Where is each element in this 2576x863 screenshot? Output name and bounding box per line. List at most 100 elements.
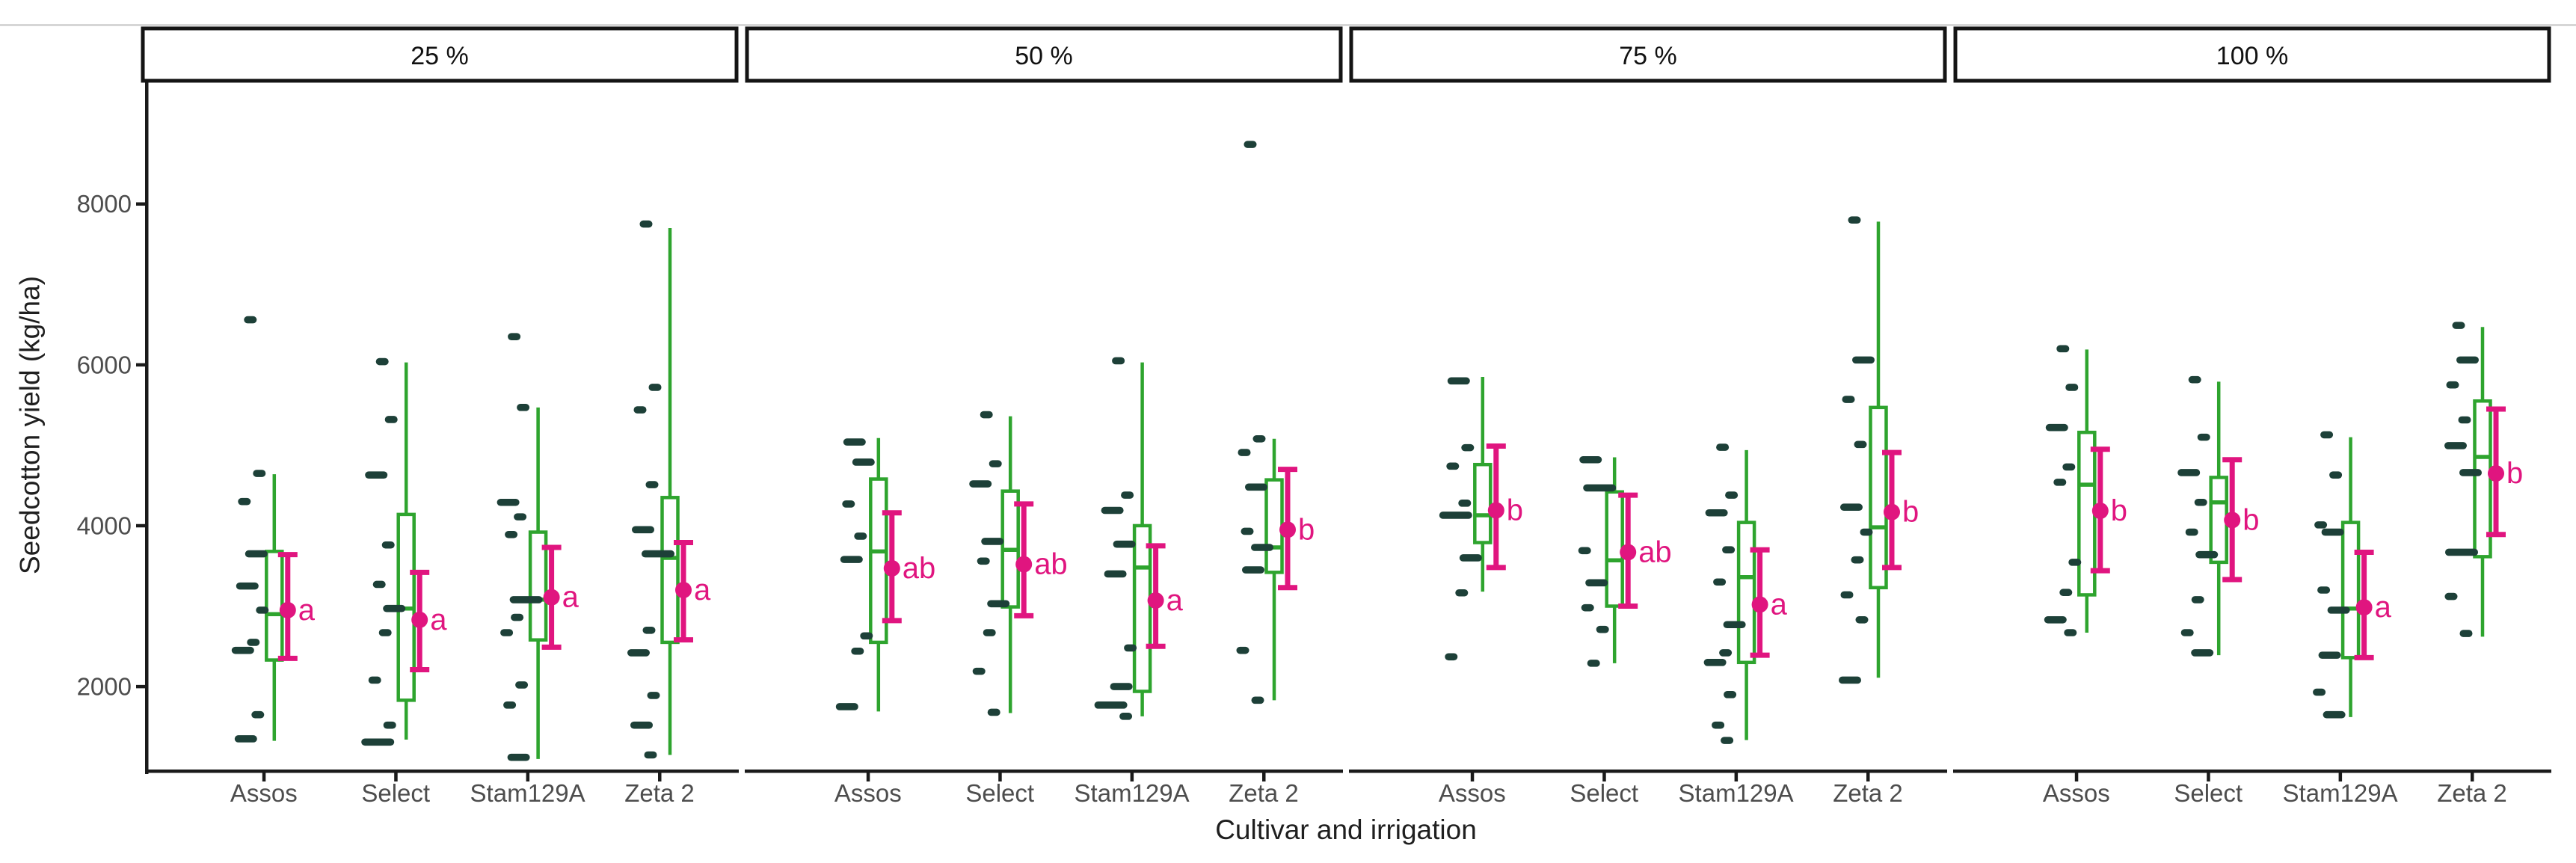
facet-strip-label: 50 %	[1015, 42, 1073, 70]
data-point	[627, 649, 650, 657]
x-category-label: Zeta 2	[624, 779, 695, 807]
data-point	[2059, 589, 2073, 597]
boxplot-box	[1736, 520, 1756, 665]
data-point	[1840, 591, 1854, 599]
data-point	[977, 557, 990, 565]
data-point	[2317, 586, 2331, 594]
data-point	[854, 532, 867, 540]
data-point	[1852, 356, 1875, 364]
data-point	[497, 498, 520, 506]
data-point	[644, 751, 657, 759]
data-point	[384, 416, 398, 423]
significance-letter: b	[2243, 503, 2259, 536]
data-point	[361, 738, 395, 746]
data-point	[1713, 578, 1727, 586]
data-point	[256, 606, 269, 614]
x-category-label: Stam129A	[1679, 779, 1794, 807]
x-tick-mark	[394, 773, 398, 781]
data-point	[2068, 559, 2082, 566]
data-point	[1238, 449, 1251, 456]
data-point	[632, 526, 654, 534]
data-point	[1854, 440, 1867, 449]
x-category-label: Assos	[1439, 779, 1506, 807]
x-category-label: Stam129A	[1075, 779, 1190, 807]
y-tick-mark	[136, 523, 147, 528]
x-tick-mark	[1602, 773, 1606, 781]
x-tick-mark	[2074, 773, 2079, 781]
x-axis-line	[745, 770, 1343, 773]
significance-letter: b	[1902, 496, 1919, 529]
data-point	[1585, 579, 1608, 587]
data-point	[1583, 484, 1617, 492]
x-tick-mark	[998, 773, 1002, 781]
data-point	[2321, 528, 2344, 536]
data-point	[2444, 592, 2458, 601]
significance-letter: a	[562, 581, 580, 614]
x-axis-title: Cultivar and irrigation	[1215, 814, 1477, 845]
y-tick-mark	[136, 363, 147, 367]
data-point	[383, 604, 406, 612]
data-point	[1241, 527, 1254, 535]
data-point	[972, 667, 986, 675]
data-point	[1705, 509, 1728, 517]
data-point	[1725, 491, 1739, 499]
data-point	[2445, 548, 2478, 556]
data-point	[247, 639, 260, 646]
boxplot-box	[1264, 478, 1284, 574]
facet-strip	[141, 26, 739, 83]
data-point	[2044, 615, 2067, 624]
data-point	[639, 220, 653, 228]
x-category-label: Select	[2174, 779, 2243, 807]
data-point	[514, 513, 527, 520]
x-tick-mark	[658, 773, 662, 781]
data-point	[1579, 455, 1602, 464]
data-point	[642, 550, 674, 558]
facet-strip	[1349, 26, 1947, 83]
data-point	[2185, 528, 2198, 536]
data-point	[648, 384, 662, 391]
significance-letter: ab	[1638, 535, 1672, 568]
x-category-label: Select	[965, 779, 1034, 807]
data-point	[2446, 381, 2459, 389]
data-point	[2452, 322, 2465, 329]
x-tick-mark	[2471, 773, 2474, 781]
data-point	[1596, 625, 1609, 633]
y-tick-mark	[136, 684, 147, 689]
boxplot-box	[1605, 490, 1624, 608]
data-point	[1724, 691, 1737, 698]
data-point	[2062, 463, 2076, 471]
data-point	[1712, 721, 1725, 729]
data-point	[1721, 737, 1734, 744]
boxplot-box	[265, 550, 284, 662]
y-axis-line	[145, 79, 149, 774]
x-category-label: Stam129A	[470, 779, 585, 807]
mean-point	[1620, 544, 1637, 561]
facet-strip	[745, 26, 1343, 83]
data-point	[2458, 416, 2471, 424]
data-point	[245, 550, 268, 558]
data-point	[1719, 649, 1733, 657]
data-point	[1094, 701, 1128, 709]
data-point	[2065, 384, 2079, 391]
data-point	[503, 701, 517, 709]
x-tick-mark	[866, 773, 870, 781]
data-point	[1842, 396, 1855, 403]
data-point	[383, 721, 396, 729]
significance-letter: ab	[903, 552, 936, 585]
significance-letter: a	[1166, 584, 1184, 617]
mean-point	[1015, 556, 1033, 573]
data-point	[517, 404, 530, 411]
x-axis-line	[1349, 770, 1947, 773]
data-point	[2313, 688, 2326, 696]
mean-point	[1751, 596, 1768, 613]
data-point	[987, 708, 1000, 716]
data-point	[253, 470, 266, 477]
x-category-label: Assos	[834, 779, 902, 807]
data-point	[511, 613, 524, 621]
boxplot-box	[869, 477, 888, 645]
data-point	[1245, 483, 1267, 491]
boxplot-box	[1473, 462, 1493, 544]
data-point	[231, 646, 254, 654]
data-point	[2329, 471, 2343, 479]
